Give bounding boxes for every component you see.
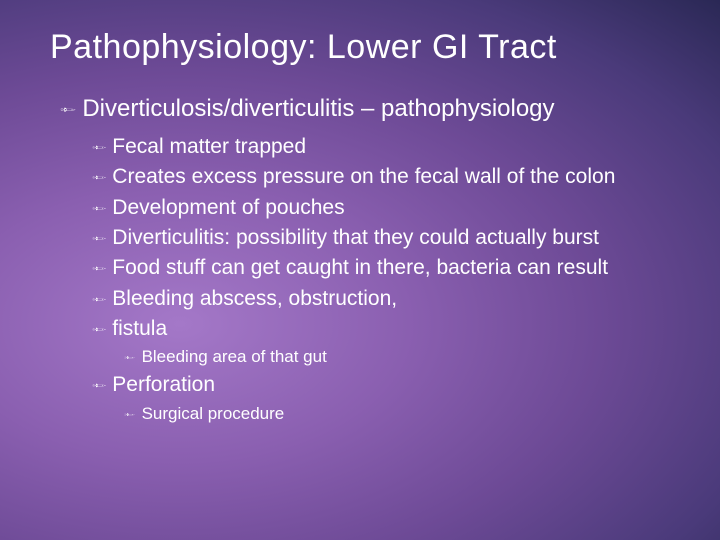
- bullet-fecal-trapped: Fecal matter trapped: [92, 133, 680, 161]
- bullet-perforation: Perforation: [92, 371, 680, 399]
- subbullet-surgical: Surgical procedure: [124, 402, 680, 426]
- bullet-diverticulitis-burst: Diverticulitis: possibility that they co…: [92, 224, 680, 252]
- slide-title: Pathophysiology: Lower GI Tract: [50, 28, 680, 67]
- bullet-food-bacteria: Food stuff can get caught in there, bact…: [92, 254, 680, 282]
- bullet-fistula: fistula: [92, 315, 680, 343]
- bullet-pouches: Development of pouches: [92, 194, 680, 222]
- bullet-bleeding-abscess: Bleeding abscess, obstruction,: [92, 285, 680, 313]
- slide-container: Pathophysiology: Lower GI Tract Divertic…: [0, 0, 720, 447]
- subbullet-bleeding-area: Bleeding area of that gut: [124, 345, 680, 369]
- bullet-excess-pressure: Creates excess pressure on the fecal wal…: [92, 163, 680, 191]
- heading-diverticulosis: Diverticulosis/diverticulitis – pathophy…: [60, 95, 680, 123]
